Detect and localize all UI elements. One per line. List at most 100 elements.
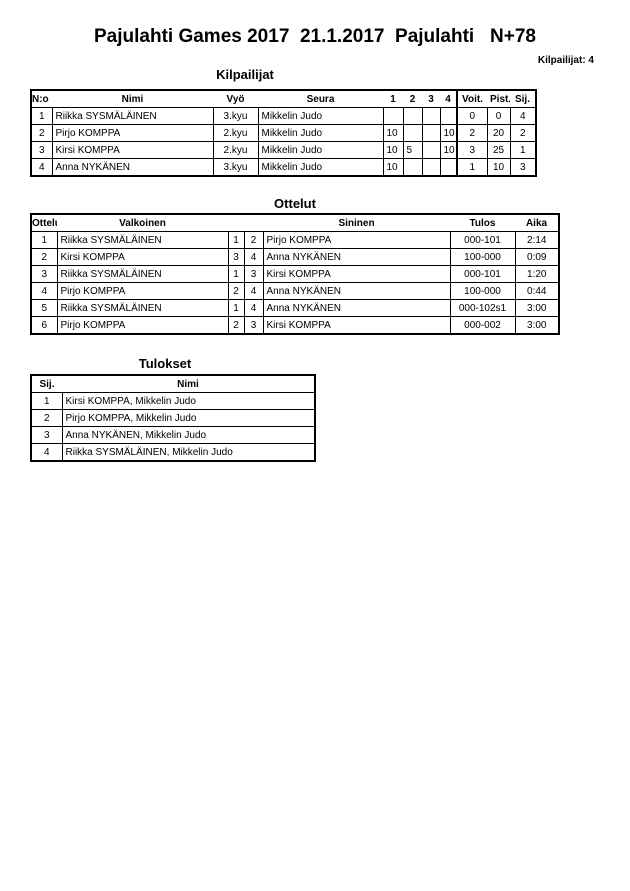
match-cell: Kirsi KOMPPA: [56, 248, 229, 266]
matches-table: Ottelu Valkoinen Sininen Tulos Aika 1Rii…: [30, 213, 560, 335]
header-cell: Vyö: [226, 93, 245, 105]
result-row: 4 Riikka SYSMÄLÄINEN, Mikkelin Judo: [30, 443, 316, 462]
competitors-title: Kilpailijat: [216, 67, 274, 82]
match-cell: 3: [30, 265, 58, 283]
header-cell: Seura: [306, 93, 335, 105]
match-row: 1 Riikka SYSMÄLÄINEN 1 2 Pirjo KOMPPA 000-101…: [30, 231, 560, 249]
competitor-cell: [439, 107, 458, 125]
competitor-cell: 1: [456, 158, 488, 177]
competitor-cell: 3.kyu: [212, 158, 259, 177]
competitor-cell: 2: [30, 124, 53, 142]
competitor-cell: 2.kyu: [212, 124, 259, 142]
header-valkoinen: Valkoinen: [119, 217, 166, 229]
competitor-count: Kilpailijat: 4: [537, 55, 594, 66]
competitor-cell: Mikkelin Judo: [257, 158, 384, 177]
match-row: 3 Riikka SYSMÄLÄINEN 1 3 Kirsi KOMPPA 000-101…: [30, 265, 560, 283]
result-row: 3 Anna NYKÄNEN, Mikkelin Judo: [30, 426, 316, 444]
results-table: Sij. Nimi 1 Kirsi KOMPPA, Mikkelin Judo 2 P…: [30, 374, 316, 462]
competitor-cell: 3: [456, 141, 488, 159]
header-tulos: Tulos: [469, 217, 496, 229]
match-cell: 1: [227, 299, 245, 317]
match-cell: 000-002: [449, 316, 516, 335]
result-cell: 4: [30, 443, 63, 462]
match-cell: 0:44: [514, 282, 560, 300]
competitor-cell: Pirjo KOMPPA: [51, 124, 214, 142]
competitor-row: 3 Kirsi KOMPPA 2.kyu Mikkelin Judo 10 5 10 3 25 1: [30, 141, 537, 159]
competitor-cell: 0: [456, 107, 488, 125]
competitor-cell: 4: [509, 107, 537, 125]
competitor-cell: 4: [30, 158, 53, 177]
result-cell: Kirsi KOMPPA, Mikkelin Judo: [61, 392, 316, 410]
match-cell: 000-101: [449, 231, 516, 249]
match-cell: 6: [30, 316, 58, 335]
match-cell: 1: [227, 231, 245, 249]
match-cell: 2: [30, 248, 58, 266]
competitor-cell: [421, 107, 441, 125]
match-cell: Anna NYKÄNEN: [262, 282, 451, 300]
match-cell: Anna NYKÄNEN: [262, 248, 451, 266]
competitor-cell: Anna NYKÄNEN: [51, 158, 214, 177]
match-cell: 4: [243, 282, 264, 300]
header-ottelu: Ottelu: [32, 217, 57, 229]
result-cell: Riikka SYSMÄLÄINEN, Mikkelin Judo: [61, 443, 316, 462]
match-cell: 2: [243, 231, 264, 249]
match-cell: 000-102s1: [449, 299, 516, 317]
match-cell: 3: [243, 316, 264, 335]
header-cell: Pist.: [490, 93, 510, 105]
competitor-cell: [382, 107, 404, 125]
competitor-cell: 2.kyu: [212, 141, 259, 159]
competitor-cell: 3: [30, 141, 53, 159]
result-cell: Anna NYKÄNEN, Mikkelin Judo: [61, 426, 316, 444]
match-cell: 000-101: [449, 265, 516, 283]
competitor-cell: 3: [509, 158, 537, 177]
match-cell: 4: [243, 299, 264, 317]
result-row: 2 Pirjo KOMPPA, Mikkelin Judo: [30, 409, 316, 427]
competitor-cell: [402, 124, 423, 142]
competitor-cell: 20: [486, 124, 511, 142]
header-cell: 2: [409, 93, 416, 105]
match-cell: 3:00: [514, 299, 560, 317]
competitor-cell: 10: [382, 158, 404, 177]
competitor-cell: 1: [30, 107, 53, 125]
header-cell: 3: [428, 93, 434, 105]
match-cell: 100-000: [449, 248, 516, 266]
match-cell: 3: [243, 265, 264, 283]
match-row: 4 Pirjo KOMPPA 2 4 Anna NYKÄNEN 100-000 0:44: [30, 282, 560, 300]
header-cell: Sij.: [514, 93, 530, 105]
header-sininen: Sininen: [338, 217, 375, 229]
competitor-cell: 0: [486, 107, 511, 125]
competitor-cell: Mikkelin Judo: [257, 124, 384, 142]
match-cell: 1:20: [514, 265, 560, 283]
header-nimi: Nimi: [177, 378, 199, 390]
result-row: 1 Kirsi KOMPPA, Mikkelin Judo: [30, 392, 316, 410]
results-title: Tulokset: [138, 356, 192, 371]
competitor-cell: 3.kyu: [212, 107, 259, 125]
header-cell: Nimi: [121, 93, 144, 105]
competitor-cell: 1: [509, 141, 537, 159]
competitor-row: 4 Anna NYKÄNEN 3.kyu Mikkelin Judo 10 1 10 3: [30, 158, 537, 177]
match-row: 6 Pirjo KOMPPA 2 3 Kirsi KOMPPA 000-002 3:00: [30, 316, 560, 335]
match-cell: 2: [227, 316, 245, 335]
result-cell: Pirjo KOMPPA, Mikkelin Judo: [61, 409, 316, 427]
competitor-cell: Kirsi KOMPPA: [51, 141, 214, 159]
match-cell: 5: [30, 299, 58, 317]
match-cell: 4: [243, 248, 264, 266]
match-cell: Riikka SYSMÄLÄINEN: [56, 231, 229, 249]
header-cell: Voit.: [456, 90, 487, 108]
competitor-cell: 10: [382, 124, 404, 142]
competitor-cell: 10: [439, 124, 458, 142]
match-cell: 3:00: [514, 316, 560, 335]
competitor-cell: 10: [382, 141, 404, 159]
competitor-cell: 10: [439, 141, 458, 159]
page-title: Pajulahti Games 2017 21.1.2017 Pajulahti…: [94, 26, 536, 47]
match-cell: 2: [227, 282, 245, 300]
header-sij: Sij.: [39, 378, 55, 390]
match-cell: Riikka SYSMÄLÄINEN: [56, 265, 229, 283]
competitors-table: N:o Nimi Vyö Seura 1 2 3 4 Voit. Pist. Sij. 1 Riikka…: [30, 89, 537, 177]
competitor-row: 1 Riikka SYSMÄLÄINEN 3.kyu Mikkelin Judo 0 0 4: [30, 107, 537, 125]
competitor-cell: 2: [509, 124, 537, 142]
match-cell: Anna NYKÄNEN: [262, 299, 451, 317]
match-cell: Riikka SYSMÄLÄINEN: [56, 299, 229, 317]
match-cell: 2:14: [514, 231, 560, 249]
